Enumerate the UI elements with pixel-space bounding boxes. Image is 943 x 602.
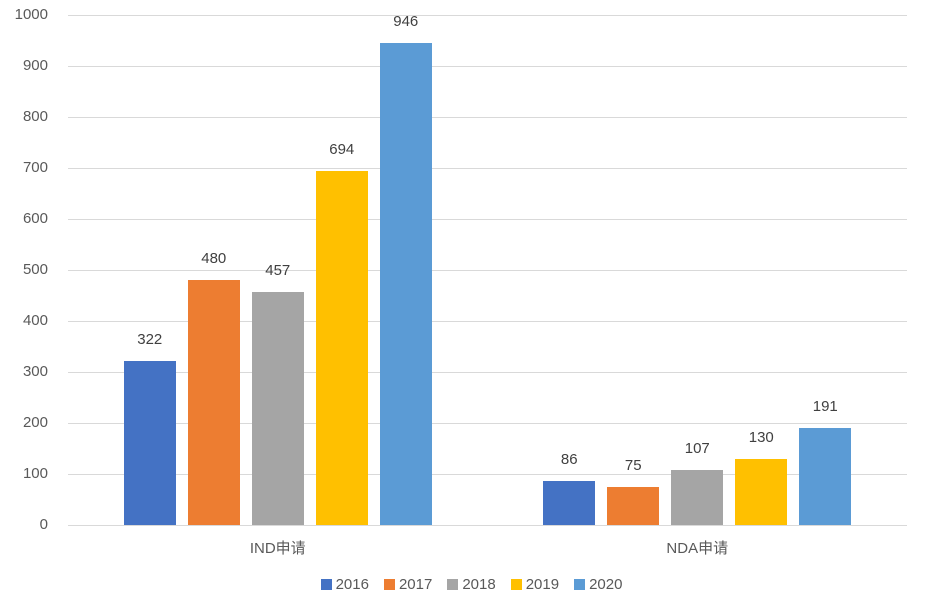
bar-2019-IND申请 (315, 171, 368, 525)
legend-label: 2020 (589, 576, 623, 593)
legend-item-2019: 2019 (510, 576, 560, 593)
legend-label: 2017 (398, 576, 433, 593)
bar-2018-NDA申请 (671, 470, 724, 525)
gridline (68, 65, 907, 67)
legend-label: 2019 (525, 576, 560, 593)
gridline (68, 473, 907, 475)
gridline (68, 371, 907, 373)
data-label: 480 (201, 250, 227, 268)
legend-item-2016: 2016 (320, 576, 369, 593)
bar-2020-NDA申请 (799, 427, 852, 525)
legend-swatch-icon (510, 579, 522, 590)
legend: 2016 2017 2018 2019 2020 (0, 576, 943, 593)
data-label: 130 (748, 428, 774, 446)
y-axis-tick-label: 500 (22, 261, 48, 278)
category-axis-label: IND申请 (249, 540, 306, 557)
legend-swatch-icon (383, 579, 395, 590)
gridline (68, 422, 907, 424)
data-label: 191 (812, 397, 838, 415)
gridline (68, 167, 907, 169)
y-axis-tick-label: 700 (22, 159, 48, 176)
legend-item-2020: 2020 (574, 576, 622, 593)
y-axis-tick-label: 400 (22, 312, 48, 329)
y-axis-tick-label: 300 (22, 363, 48, 380)
legend-swatch-icon (320, 579, 332, 590)
data-label: 75 (624, 456, 642, 474)
gridline (68, 269, 907, 271)
y-axis-tick-label: 0 (39, 516, 48, 533)
y-axis-tick-label: 800 (22, 108, 48, 125)
bar-2016-IND申请 (123, 360, 176, 525)
bar-2018-IND申请 (251, 291, 304, 525)
legend-swatch-icon (574, 579, 586, 590)
gridline (68, 524, 907, 526)
gridline (68, 218, 907, 220)
data-label: 946 (393, 12, 419, 30)
legend-label: 2018 (462, 576, 496, 593)
data-label: 86 (560, 451, 578, 469)
bar-2020-IND申请 (379, 42, 432, 525)
gridline (68, 320, 907, 322)
y-axis-tick-label: 900 (22, 57, 48, 74)
bar-2017-NDA申请 (607, 486, 660, 525)
legend-swatch-icon (447, 579, 459, 590)
bar-2017-IND申请 (187, 280, 240, 525)
data-label: 107 (684, 440, 710, 458)
y-axis-tick-label: 100 (22, 465, 48, 482)
category-axis-label: NDA申请 (666, 540, 729, 557)
y-axis-tick-label: 600 (22, 210, 48, 227)
data-label: 322 (137, 330, 163, 348)
y-axis-tick-label: 200 (22, 414, 48, 431)
bar-2016-NDA申请 (543, 481, 596, 525)
y-axis-tick-label: 1000 (14, 6, 48, 23)
legend-item-2017: 2017 (383, 576, 433, 593)
legend-label: 2016 (335, 576, 369, 593)
legend-item-2018: 2018 (447, 576, 496, 593)
data-label: 694 (329, 141, 355, 159)
bar-2019-NDA申请 (735, 458, 788, 525)
gridline (68, 116, 907, 118)
gridline (68, 14, 907, 16)
data-label: 457 (265, 261, 291, 279)
